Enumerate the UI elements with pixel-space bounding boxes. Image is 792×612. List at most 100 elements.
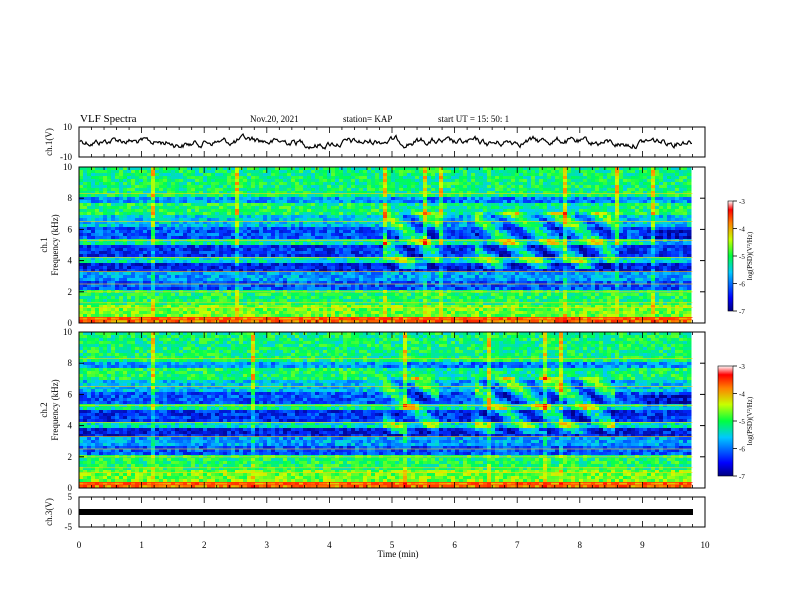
spectrogram-cell bbox=[215, 299, 220, 303]
spectrogram-cell bbox=[95, 188, 100, 192]
spectrogram-cell bbox=[347, 254, 352, 258]
spectrogram-cell bbox=[411, 203, 416, 207]
spectrogram-cell bbox=[283, 311, 288, 315]
spectrogram-cell bbox=[211, 275, 216, 279]
spectrogram-cell bbox=[91, 194, 96, 198]
spectrogram-cell bbox=[291, 179, 296, 183]
spectrogram-cell bbox=[155, 314, 160, 318]
spectrogram-cell bbox=[103, 302, 108, 306]
spectrogram-cell bbox=[291, 224, 296, 228]
spectrogram-cell bbox=[435, 293, 440, 297]
spectrogram-cell bbox=[167, 260, 172, 264]
spectrogram-cell bbox=[403, 185, 408, 189]
spectrogram-cell bbox=[375, 311, 380, 315]
spectrogram-cell bbox=[207, 284, 212, 288]
spectrogram-cell bbox=[279, 200, 284, 204]
spectrogram-cell bbox=[115, 212, 120, 216]
spectrogram-cell bbox=[423, 221, 428, 225]
spectrogram-cell bbox=[263, 320, 268, 324]
spectrogram-cell bbox=[459, 194, 464, 198]
spectrogram-cell bbox=[111, 230, 116, 234]
spectrogram-cell bbox=[123, 275, 128, 279]
spectrogram-cell bbox=[419, 311, 424, 315]
spectrogram-cell bbox=[187, 299, 192, 303]
spectrogram-cell bbox=[443, 281, 448, 285]
spectrogram-cell bbox=[435, 167, 440, 171]
spectrogram-cell bbox=[415, 317, 420, 321]
spectrogram-cell bbox=[355, 191, 360, 195]
spectrogram-cell bbox=[235, 263, 240, 267]
spectrogram-cell bbox=[459, 224, 464, 228]
spectrogram-cell bbox=[267, 275, 272, 279]
spectrogram-cell bbox=[323, 188, 328, 192]
spectrogram-cell bbox=[151, 287, 156, 291]
spectrogram-cell bbox=[91, 260, 96, 264]
spectrogram-cell bbox=[87, 194, 92, 198]
spectrogram-cell bbox=[235, 275, 240, 279]
spectrogram-cell bbox=[111, 320, 116, 324]
spectrogram-cell bbox=[383, 314, 388, 318]
spectrogram-cell bbox=[275, 230, 280, 234]
spectrogram-cell bbox=[155, 203, 160, 207]
spectrogram-cell bbox=[195, 269, 200, 273]
spectrogram-cell bbox=[231, 254, 236, 258]
spectrogram-cell bbox=[207, 293, 212, 297]
spectrogram-cell bbox=[391, 170, 396, 174]
spectrogram-cell bbox=[295, 251, 300, 255]
spectrogram-cell bbox=[215, 305, 220, 309]
spectrogram-cell bbox=[131, 293, 136, 297]
spectrogram-cell bbox=[355, 308, 360, 312]
spectrogram-cell bbox=[123, 188, 128, 192]
spectrogram-cell bbox=[315, 305, 320, 309]
spectrogram-cell bbox=[147, 302, 152, 306]
spectrogram-cell bbox=[415, 281, 420, 285]
spectrogram-cell bbox=[227, 185, 232, 189]
spectrogram-cell bbox=[123, 182, 128, 186]
spectrogram-cell bbox=[247, 296, 252, 300]
spectrogram-cell bbox=[115, 308, 120, 312]
spectrogram-cell bbox=[295, 320, 300, 324]
spectrogram-cell bbox=[387, 212, 392, 216]
spectrogram-cell bbox=[123, 266, 128, 270]
spectrogram-cell bbox=[95, 248, 100, 252]
spectrogram-cell bbox=[303, 314, 308, 318]
spectrogram-cell bbox=[279, 260, 284, 264]
spectrogram-cell bbox=[223, 245, 228, 249]
spectrogram-cell bbox=[459, 176, 464, 180]
spectrogram-cell bbox=[351, 179, 356, 183]
spectrogram-cell bbox=[395, 296, 400, 300]
spectrogram-cell bbox=[335, 311, 340, 315]
spectrogram-cell bbox=[395, 182, 400, 186]
spectrogram-cell bbox=[283, 227, 288, 231]
spectrogram-cell bbox=[79, 239, 84, 243]
spectrogram-cell bbox=[239, 167, 244, 171]
spectrogram-cell bbox=[227, 191, 232, 195]
spectrogram-cell bbox=[387, 287, 392, 291]
spectrogram-cell bbox=[399, 269, 404, 273]
spectrogram-cell bbox=[111, 239, 116, 243]
spectrogram-cell bbox=[127, 311, 132, 315]
spectrogram-cell bbox=[159, 263, 164, 267]
spectrogram-cell bbox=[95, 287, 100, 291]
spectrogram-cell bbox=[403, 197, 408, 201]
spectrogram-cell bbox=[139, 215, 144, 219]
spectrogram-cell bbox=[79, 182, 84, 186]
spectrogram-cell bbox=[163, 320, 168, 324]
spectrogram-cell bbox=[411, 263, 416, 267]
spectrogram-cell bbox=[99, 260, 104, 264]
spectrogram-cell bbox=[259, 197, 264, 201]
spectrogram-cell bbox=[187, 209, 192, 213]
spectrogram-cell bbox=[139, 194, 144, 198]
spectrogram-cell bbox=[183, 173, 188, 177]
spectrogram-cell bbox=[171, 302, 176, 306]
spectrogram-cell bbox=[283, 191, 288, 195]
spectrogram-cell bbox=[107, 263, 112, 267]
spectrogram-cell bbox=[191, 272, 196, 276]
spectrogram-cell bbox=[355, 233, 360, 237]
spectrogram-cell bbox=[287, 320, 292, 324]
spectrogram-cell bbox=[103, 215, 108, 219]
spectrogram-cell bbox=[287, 299, 292, 303]
spectrogram-cell bbox=[243, 200, 248, 204]
spectrogram-cell bbox=[127, 215, 132, 219]
spectrogram-cell bbox=[367, 179, 372, 183]
